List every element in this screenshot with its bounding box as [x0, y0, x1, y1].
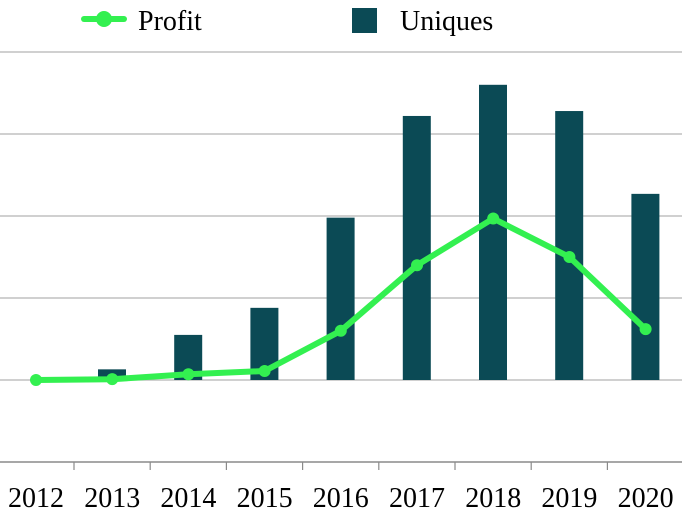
bar-2020: [631, 193, 660, 380]
x-tick-label: 2015: [237, 483, 293, 514]
profit-point-2020: [639, 323, 652, 336]
x-axis: 2012 2013 2014 2015 2016 2017 2018 2019 2020: [8, 462, 674, 514]
bar-2017: [402, 115, 431, 381]
x-tick-label: 2016: [313, 483, 369, 514]
x-tick-label: 2014: [160, 483, 216, 514]
legend-swatch-uniques: [352, 8, 377, 33]
legend-marker-profit: [96, 11, 112, 27]
x-tick-label: 2017: [389, 483, 445, 514]
profit-point-2014: [182, 368, 195, 381]
profit-point-2018: [487, 212, 500, 225]
profit-point-2012: [30, 374, 42, 386]
bar-series: [98, 84, 660, 381]
legend-item-profit: Profit: [81, 6, 202, 37]
x-tick-label: 2012: [8, 483, 64, 514]
profit-point-2017: [411, 259, 423, 272]
x-tick-label: 2020: [618, 483, 674, 514]
bar-2016: [326, 217, 355, 380]
bar-2019: [555, 111, 584, 380]
legend-item-uniques: Uniques: [352, 6, 493, 37]
x-tick-label: 2019: [541, 483, 597, 514]
x-tick-label: 2018: [465, 483, 521, 514]
profit-point-2016: [334, 324, 347, 337]
profit-point-2013: [106, 373, 119, 386]
bar-2018: [479, 84, 507, 381]
legend: Profit Uniques: [81, 6, 493, 37]
line-series: [30, 212, 652, 386]
profit-point-2015: [258, 364, 271, 377]
legend-label-profit: Profit: [138, 6, 202, 37]
legend-label-uniques: Uniques: [400, 6, 493, 37]
x-tick-label: 2013: [84, 483, 140, 514]
profit-point-2019: [563, 251, 576, 263]
